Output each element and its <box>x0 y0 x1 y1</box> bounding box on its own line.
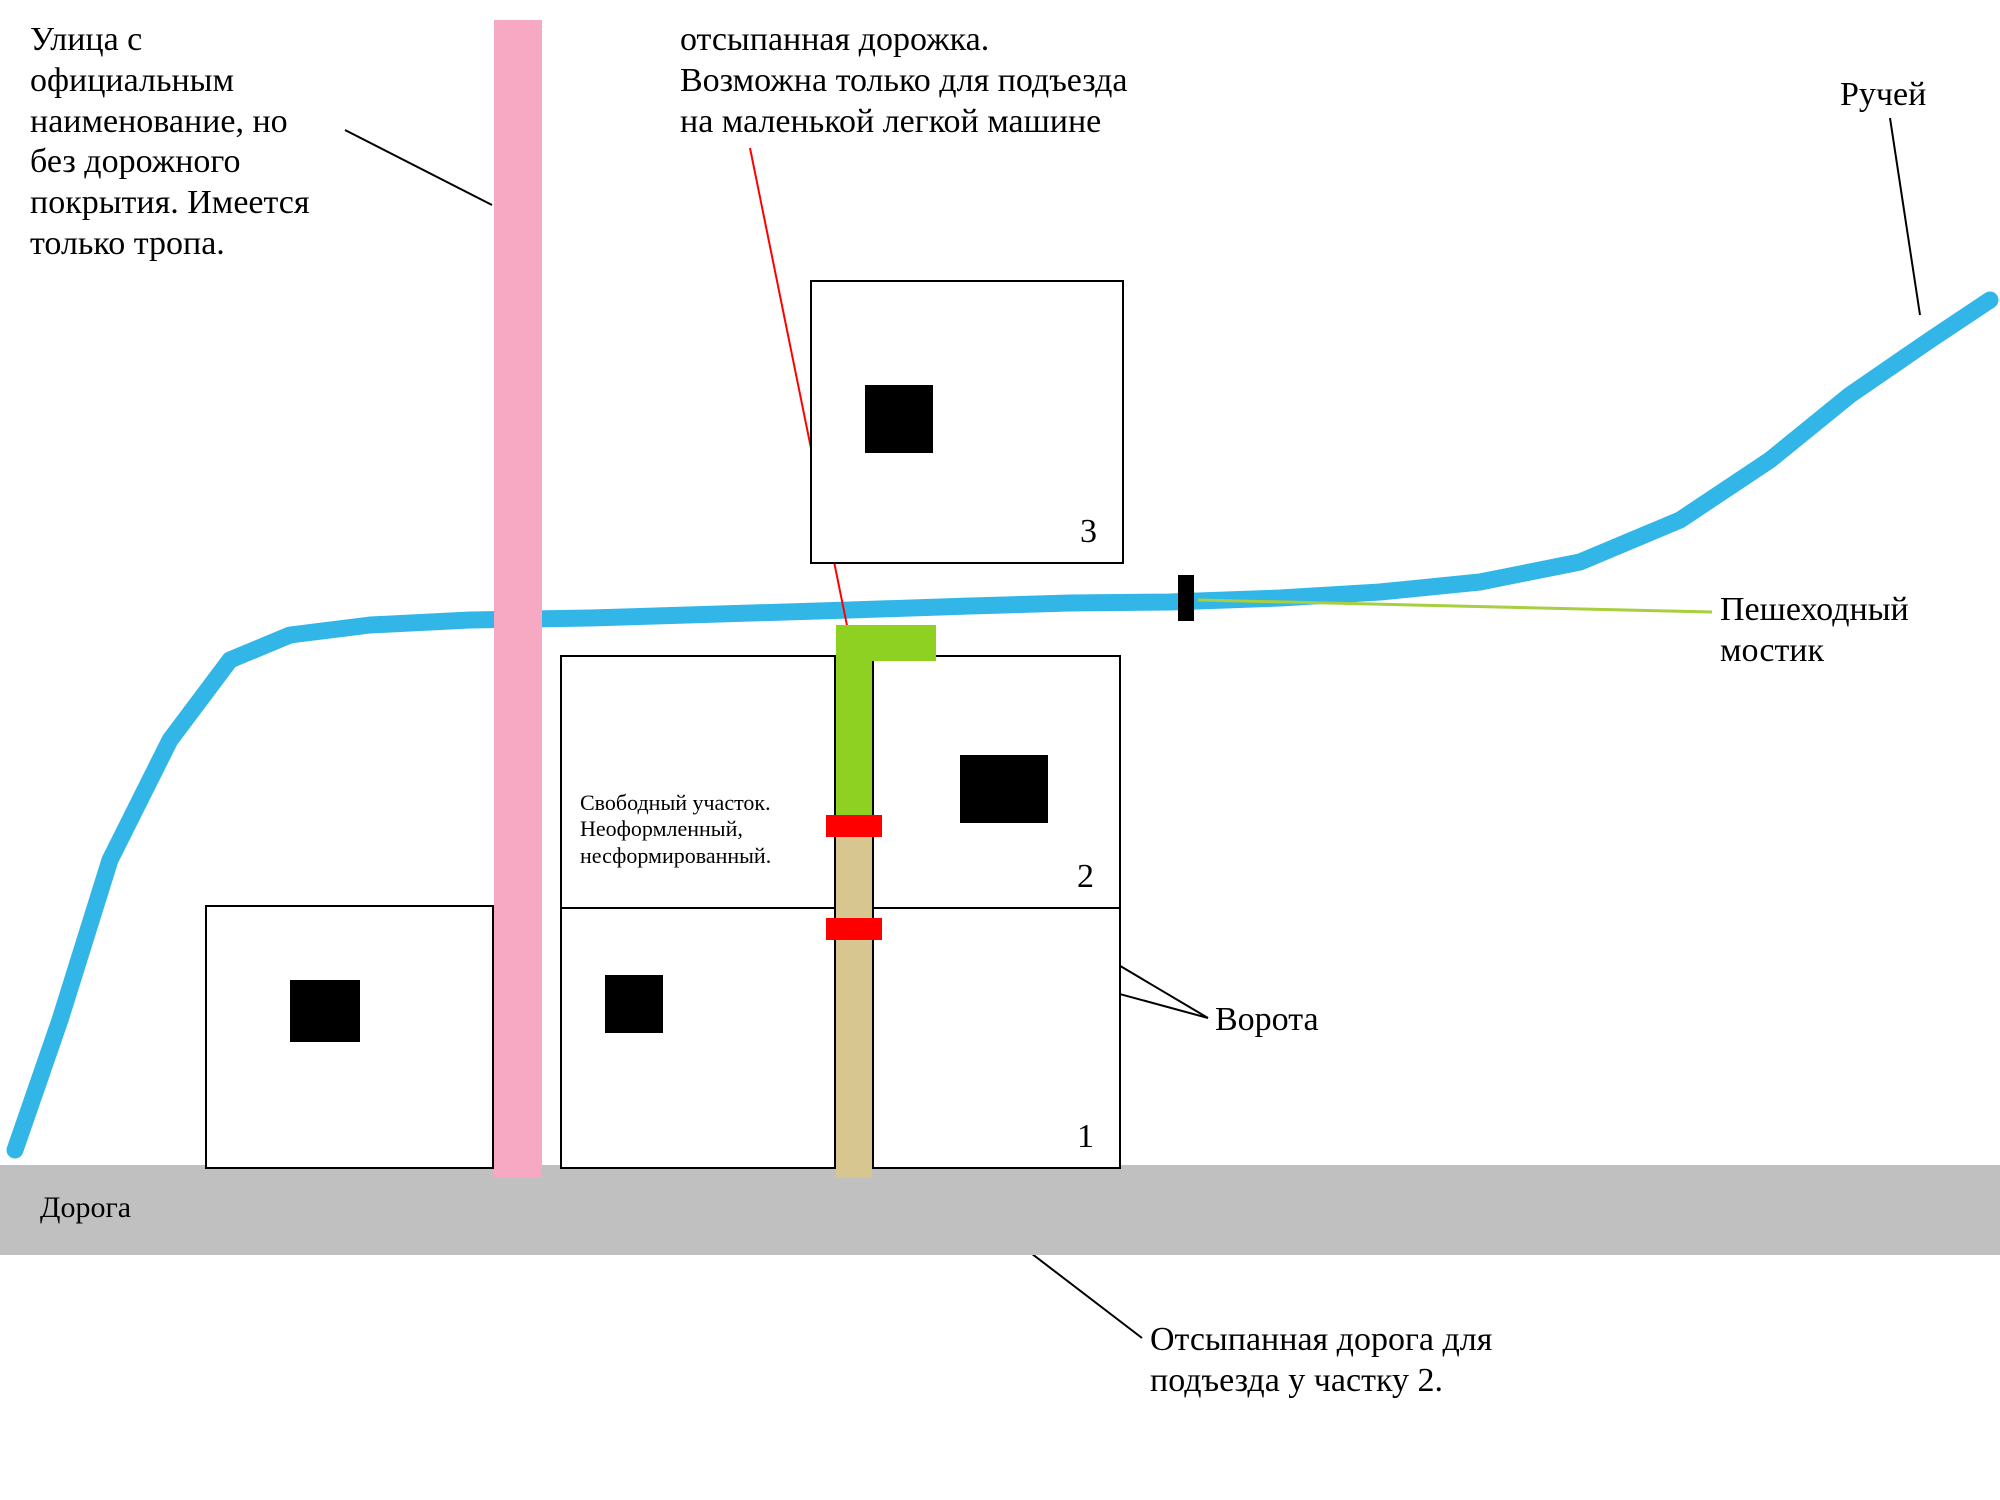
plot-isolated <box>810 280 1124 564</box>
plot-back-mid <box>560 655 836 909</box>
diagram-stage: Дорога 1 2 3 Улица с официальным наимено… <box>0 0 2000 1500</box>
plot-number-1: 1 <box>1077 1117 1094 1158</box>
path-note-label: отсыпанная дорожка. Возможна только для … <box>680 20 1300 142</box>
house-front-left <box>290 980 360 1042</box>
main-road <box>0 1165 2000 1255</box>
road-label: Дорога <box>40 1190 131 1226</box>
vacant-plot-label: Свободный участок. Неоформленный, несфор… <box>580 790 840 869</box>
plot-number-3: 3 <box>1080 512 1097 553</box>
green-path-horizontal <box>836 625 936 661</box>
gate-2 <box>826 918 882 940</box>
pedestrian-bridge <box>1178 575 1194 621</box>
tan-road-label: Отсыпанная дорога для подъезда у частку … <box>1150 1320 1650 1402</box>
gates-label: Ворота <box>1215 1000 1415 1041</box>
house-back-right <box>960 755 1048 823</box>
house-isolated <box>865 385 933 453</box>
pink-street <box>494 20 542 1178</box>
plot-number-2: 2 <box>1077 857 1094 898</box>
plot-front-mid <box>560 905 836 1169</box>
street-note-label: Улица с официальным наименование, но без… <box>30 20 360 265</box>
stream-label: Ручей <box>1840 75 1990 116</box>
tan-access-road <box>836 815 872 1178</box>
house-front-mid <box>605 975 663 1033</box>
bridge-label: Пешеходный мостик <box>1720 590 2000 672</box>
